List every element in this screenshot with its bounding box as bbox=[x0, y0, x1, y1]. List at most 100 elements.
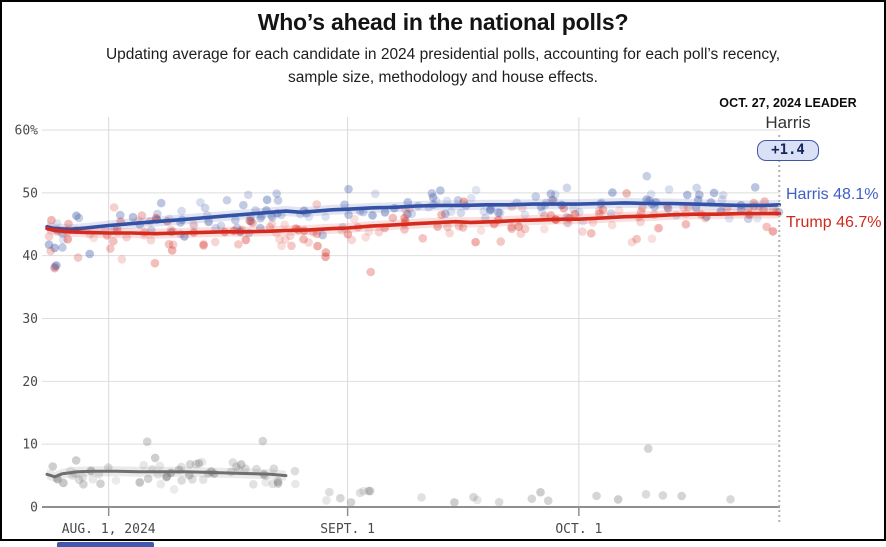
poll-dot bbox=[681, 219, 691, 229]
poll-dot bbox=[496, 237, 506, 246]
poll-dot bbox=[48, 462, 58, 471]
poll-dot bbox=[290, 466, 300, 476]
poll-dot bbox=[194, 458, 204, 468]
poll-dot bbox=[400, 225, 409, 234]
poll-dot bbox=[196, 198, 205, 207]
poll-dot bbox=[753, 213, 762, 223]
poll-dot bbox=[272, 189, 281, 198]
poll-dot bbox=[216, 221, 226, 231]
poll-dot bbox=[350, 214, 359, 224]
poll-dot bbox=[188, 475, 197, 484]
chart-subtitle-line2: sample size, methodology and house effec… bbox=[288, 69, 598, 87]
poll-dot bbox=[692, 183, 701, 193]
poll-dot bbox=[74, 475, 84, 484]
y-tick-label: 20 bbox=[22, 375, 38, 390]
poll-dot bbox=[78, 472, 87, 482]
poll-dot bbox=[304, 238, 313, 247]
poll-dot bbox=[52, 261, 61, 270]
y-tick-label: 30 bbox=[22, 312, 38, 327]
poll-dot bbox=[520, 224, 530, 234]
poll-dot bbox=[407, 209, 417, 219]
poll-dot bbox=[717, 195, 727, 204]
poll-dot bbox=[380, 207, 390, 217]
poll-dot bbox=[139, 460, 148, 470]
poll-dot bbox=[280, 220, 289, 229]
poll-dot bbox=[570, 209, 580, 219]
poll-dot bbox=[321, 212, 330, 222]
poll-dot bbox=[243, 190, 253, 200]
leader-callout: OCT. 27, 2024 LEADER Harris +1.4 bbox=[696, 96, 880, 161]
poll-dot bbox=[232, 462, 241, 472]
x-tick-label: OCT. 1 bbox=[555, 522, 602, 537]
poll-dot bbox=[198, 475, 208, 484]
poll-dot bbox=[44, 240, 54, 249]
bottom-partial-element[interactable] bbox=[57, 542, 154, 547]
poll-dot bbox=[199, 241, 208, 250]
poll-dot bbox=[507, 222, 516, 232]
poll-dot bbox=[343, 229, 353, 239]
poll-dot bbox=[346, 498, 356, 507]
poll-dot bbox=[437, 210, 446, 220]
poll-dot-outlier bbox=[142, 437, 152, 446]
poll-dot bbox=[336, 493, 345, 503]
poll-dot bbox=[359, 486, 368, 496]
poll-dot bbox=[486, 204, 496, 214]
poll-dot bbox=[456, 208, 466, 218]
poll-dot bbox=[88, 475, 98, 484]
poll-dot bbox=[479, 206, 489, 216]
poll-dot bbox=[658, 491, 668, 500]
poll-dot bbox=[236, 460, 246, 469]
poll-dot bbox=[454, 221, 464, 231]
poll-dot bbox=[550, 190, 560, 199]
poll-dot bbox=[442, 196, 452, 206]
poll-dot bbox=[575, 207, 584, 217]
leader-name: Harris bbox=[765, 113, 811, 132]
poll-dot bbox=[344, 210, 353, 220]
poll-dot bbox=[268, 479, 278, 489]
y-tick-label: 40 bbox=[22, 249, 38, 264]
poll-dot bbox=[325, 487, 334, 497]
poll-dot bbox=[321, 252, 330, 262]
poll-dot bbox=[364, 486, 373, 496]
poll-dot bbox=[768, 227, 778, 236]
poll-dot bbox=[647, 234, 657, 244]
trump-series-label: Trump 46.7% bbox=[786, 214, 882, 231]
poll-dot bbox=[318, 230, 327, 240]
poll-dot bbox=[701, 213, 710, 223]
poll-dot bbox=[453, 195, 463, 205]
poll-dot bbox=[546, 211, 556, 220]
poll-dot bbox=[156, 198, 166, 208]
chart-subtitle-line1: Updating average for each candidate in 2… bbox=[105, 46, 781, 63]
kennedy-trend-line bbox=[45, 469, 288, 479]
poll-dot bbox=[743, 214, 753, 224]
poll-dot bbox=[197, 457, 207, 467]
poll-dot bbox=[177, 476, 186, 485]
poll-dot bbox=[598, 205, 608, 215]
poll-dot bbox=[641, 490, 651, 499]
poll-dot bbox=[177, 462, 186, 472]
poll-dot bbox=[418, 233, 428, 243]
poll-dot bbox=[153, 209, 162, 219]
poll-dot bbox=[150, 453, 160, 463]
poll-dot bbox=[204, 217, 213, 227]
poll-dot bbox=[156, 479, 166, 489]
poll-dot-outlier bbox=[643, 444, 653, 453]
poll-dot bbox=[64, 219, 73, 229]
poll-dot bbox=[543, 496, 553, 505]
harris-series-label: Harris 48.1% bbox=[786, 186, 879, 203]
poll-dot bbox=[682, 190, 692, 200]
poll-dot bbox=[44, 232, 54, 241]
poll-dot bbox=[340, 200, 349, 209]
poll-dot bbox=[355, 488, 365, 498]
poll-dot bbox=[592, 491, 601, 501]
poll-dot bbox=[155, 461, 165, 471]
poll-dot bbox=[52, 219, 62, 228]
poll-dot bbox=[436, 186, 445, 195]
poll-dot bbox=[613, 495, 623, 504]
poll-dot bbox=[277, 241, 286, 251]
poll-dot bbox=[569, 204, 578, 214]
poll-dot bbox=[285, 231, 295, 241]
poll-dot bbox=[537, 207, 547, 217]
poll-dot bbox=[471, 185, 481, 195]
